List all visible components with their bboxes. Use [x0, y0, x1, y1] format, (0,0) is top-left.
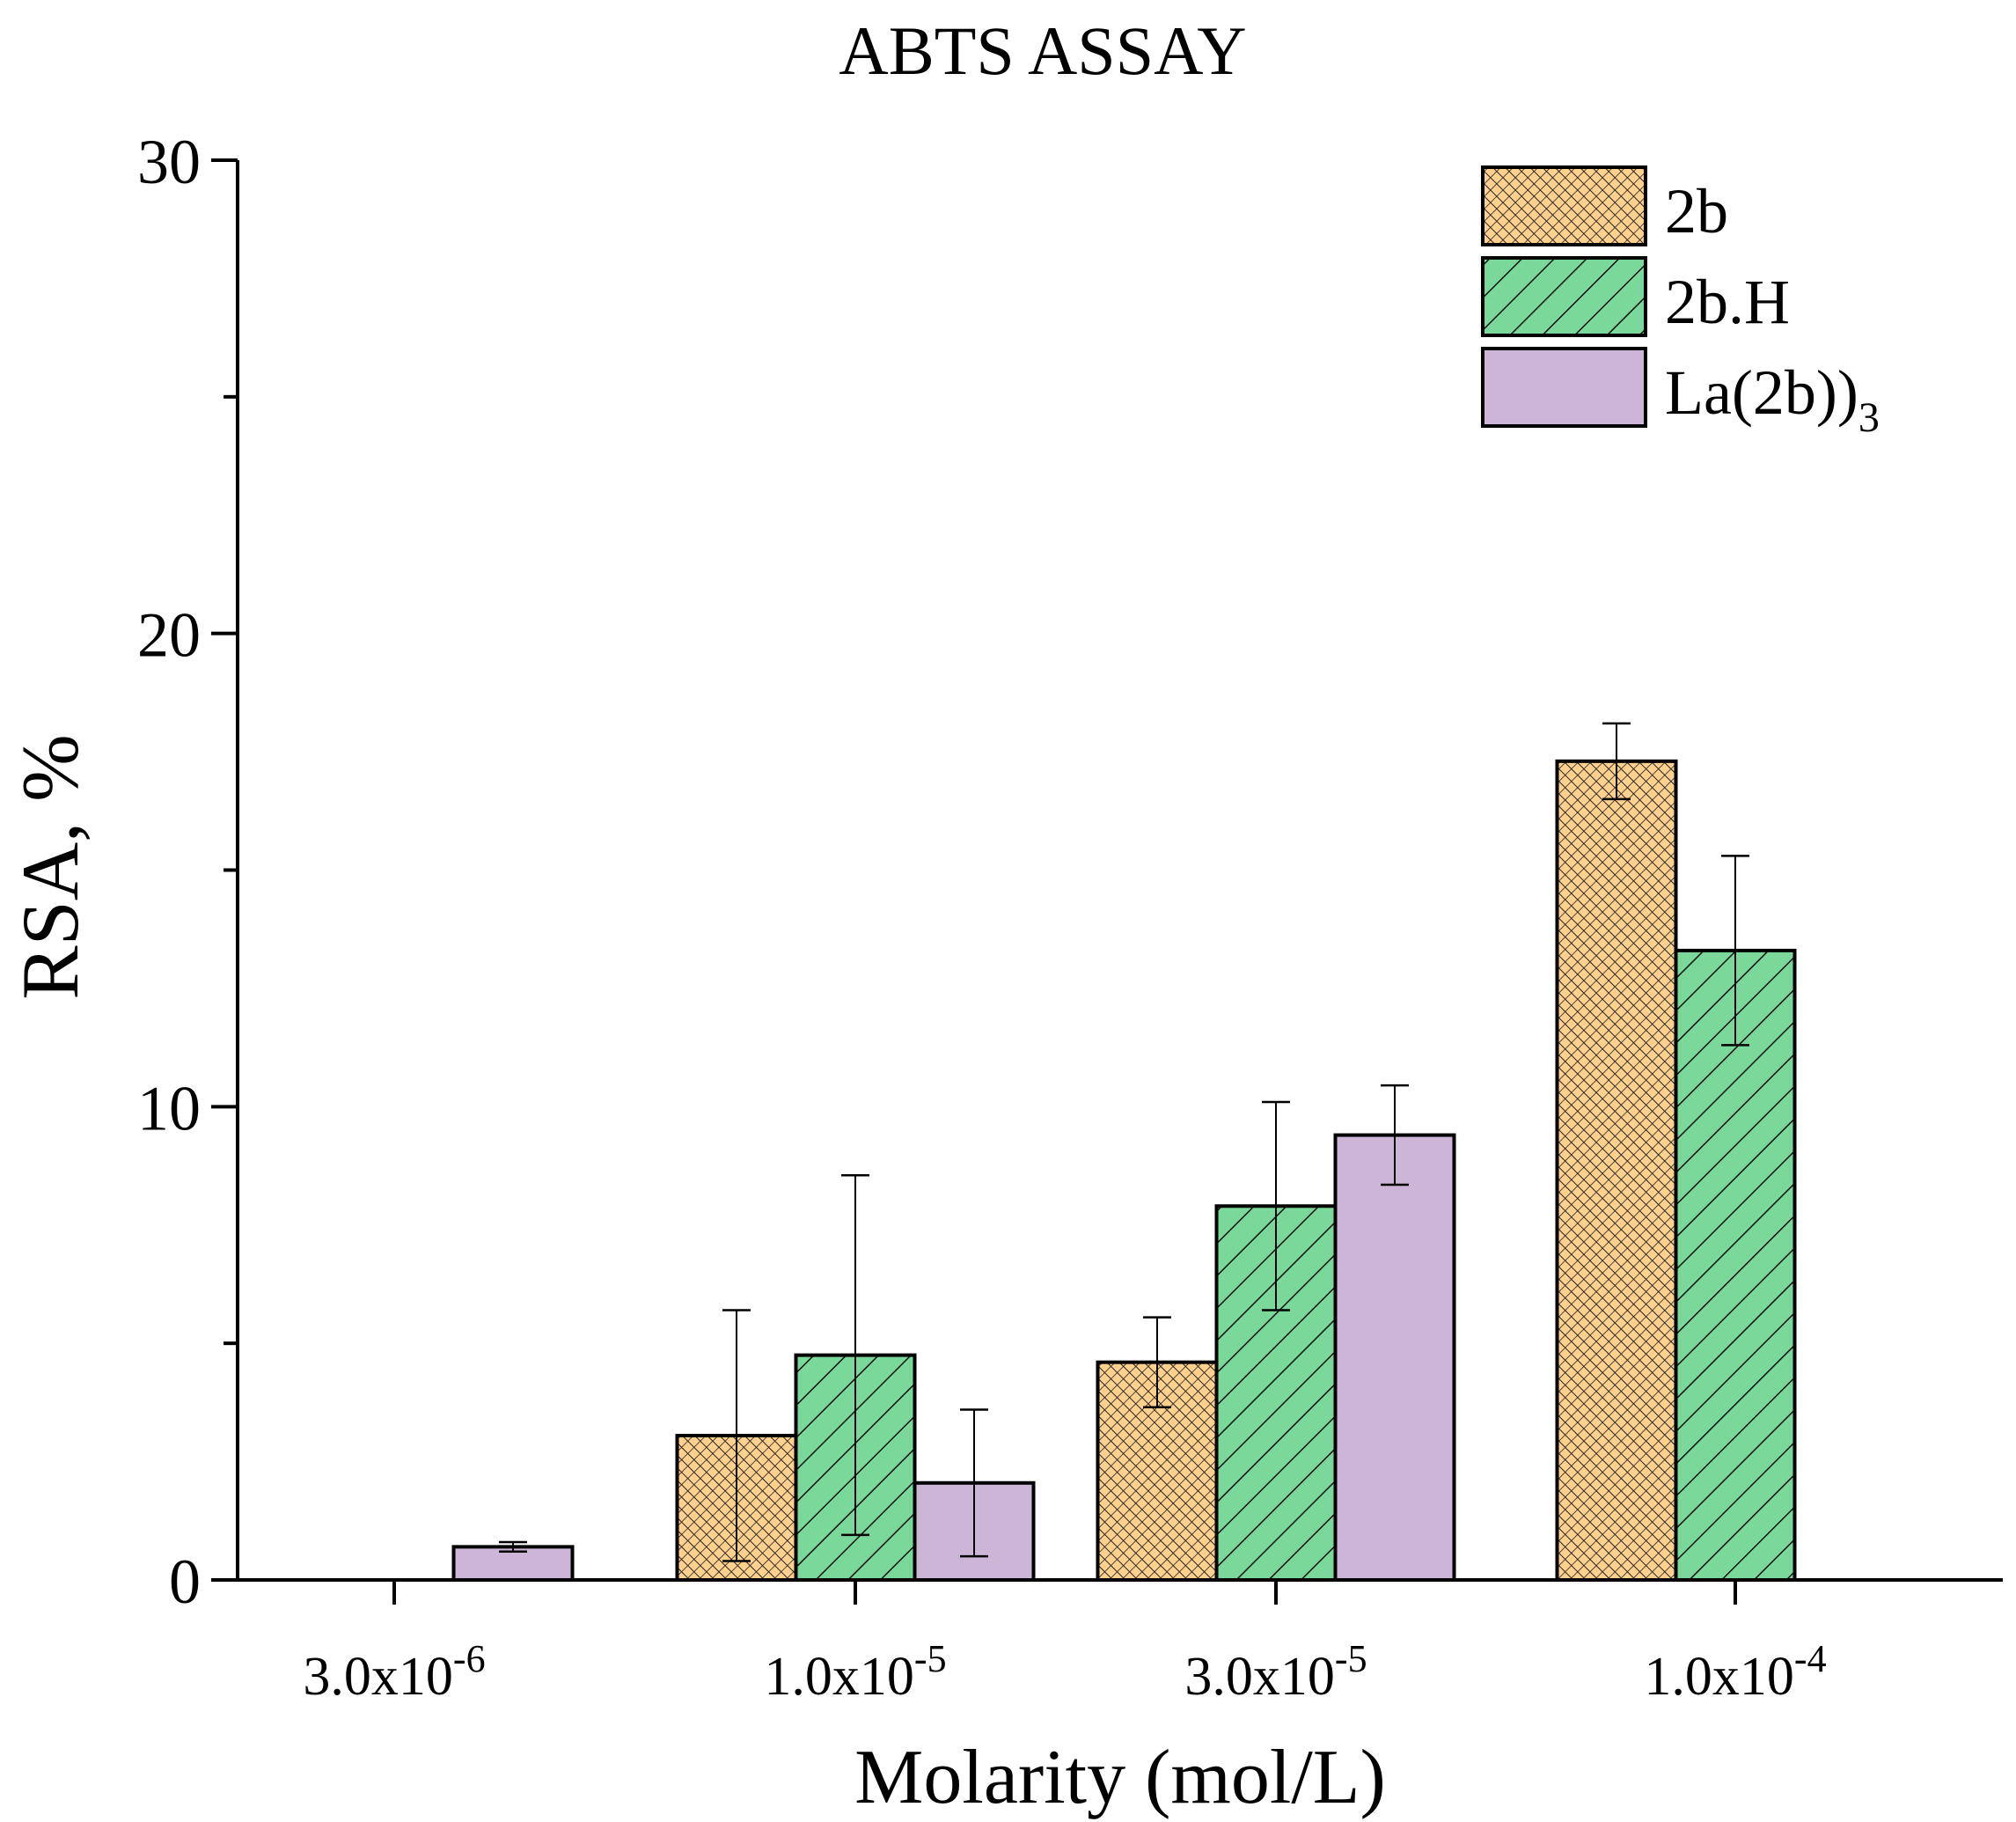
x-axis-label: Molarity (mol/L): [854, 1735, 1386, 1820]
bars: [451, 722, 1797, 1583]
legend-swatch: [1481, 165, 1647, 246]
axes: 0 10 20 30 3.0x10-6 1.0x10-5 3.0x10-5 1.0x10-4: [137, 127, 2003, 1707]
y-tick-label: 10: [137, 1073, 201, 1143]
y-tick-label: 20: [137, 600, 201, 671]
legend-label: 2b.H: [1665, 267, 1790, 337]
legend-label: 2b: [1665, 176, 1728, 246]
legend-swatch: [1481, 347, 1647, 428]
x-tick-label: 1.0x10-4: [1644, 1637, 1826, 1707]
x-tick-label: 3.0x10-5: [1184, 1637, 1367, 1707]
legend: 2b 2b.H La(2b))3: [1481, 165, 1880, 441]
y-tick-label: 30: [137, 127, 201, 197]
bar: [1674, 948, 1797, 1582]
y-axis-label: RSA, %: [5, 734, 95, 1000]
legend-swatch: [1481, 256, 1647, 337]
chart-title: ABTS ASSAY: [839, 12, 1246, 89]
bar: [1555, 759, 1678, 1582]
legend-label: La(2b))3: [1665, 357, 1880, 441]
y-tick-label: 0: [169, 1546, 201, 1617]
x-tick-label: 3.0x10-6: [303, 1637, 485, 1707]
x-tick-label: 1.0x10-5: [764, 1637, 946, 1707]
bar: [1333, 1133, 1456, 1583]
